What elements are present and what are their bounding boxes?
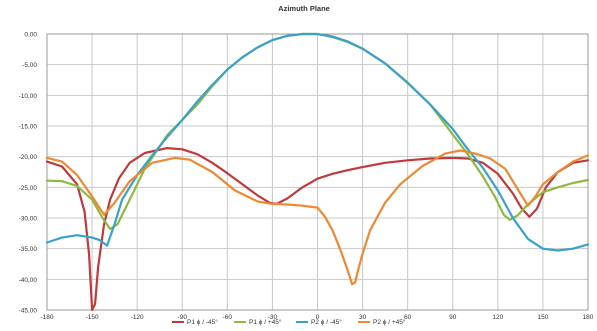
legend-label-4: P2 ϕ / +45°: [373, 318, 406, 326]
series-line-4: [45, 149, 590, 286]
x-tick-label: -30: [268, 314, 278, 321]
x-tick-label: 0: [316, 314, 320, 321]
x-tick-label: 30: [359, 314, 367, 321]
y-tick-label: -25,00: [19, 185, 38, 192]
x-tick-label: -60: [223, 314, 233, 321]
y-tick-label: -20,00: [19, 154, 38, 161]
y-tick-label: -15,00: [19, 124, 38, 131]
legend-label-3: P2 ϕ / -45°: [311, 318, 342, 326]
y-tick-label: -45,00: [19, 308, 38, 315]
grid: [46, 33, 589, 311]
x-tick-label: 60: [404, 314, 412, 321]
y-tick-label: -40,00: [19, 277, 38, 284]
y-tick-label: -10,00: [19, 93, 38, 100]
series-group: [45, 32, 590, 312]
x-tick-label: 180: [583, 314, 594, 321]
y-tick-label: 0,00: [24, 32, 37, 39]
series-line-3: [45, 32, 590, 252]
legend-label-2: P1 ϕ / +45°: [249, 318, 282, 326]
y-tick-label: -5,00: [22, 62, 37, 69]
y-tick-labels: 0,00 -5,00 -10,00 -15,00 -20,00 -25,00 -30,00 -…: [19, 32, 38, 315]
legend-label-1: P1 ϕ / -45°: [187, 318, 218, 326]
y-tick-label: -30,00: [19, 216, 38, 223]
x-tick-label: -150: [86, 314, 99, 321]
x-tick-label: 120: [492, 314, 503, 321]
x-tick-label: -120: [131, 314, 144, 321]
legend: P1 ϕ / -45° P1 ϕ / +45° P2 ϕ / -45° P2 ϕ / …: [172, 318, 406, 326]
x-tick-label: 90: [449, 314, 457, 321]
x-tick-label: -90: [178, 314, 188, 321]
y-tick-label: -35,00: [19, 246, 38, 253]
chart-title: Azimuth Plane: [278, 4, 330, 13]
x-tick-label: -180: [40, 314, 53, 321]
x-tick-label: 150: [537, 314, 548, 321]
x-tick-labels: -180 -150 -120 -90 -60 -30 0 30 60 90 120 150 180: [40, 314, 593, 321]
